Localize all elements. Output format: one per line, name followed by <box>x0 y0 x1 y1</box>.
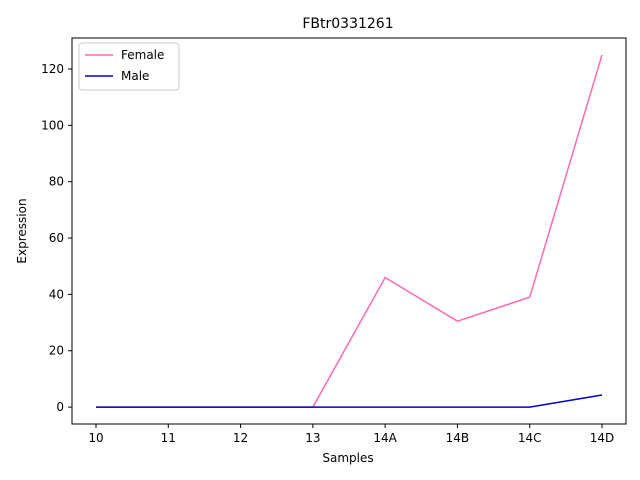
y-tick-label: 120 <box>41 62 64 76</box>
x-tick-label: 14A <box>373 431 397 445</box>
y-tick-label: 40 <box>49 287 64 301</box>
y-tick-label: 20 <box>49 344 64 358</box>
x-tick-label: 14D <box>590 431 615 445</box>
x-tick-label: 11 <box>161 431 176 445</box>
y-axis-label: Expression <box>15 198 29 263</box>
legend-label-female: Female <box>121 48 164 62</box>
x-axis-label: Samples <box>322 451 373 465</box>
x-tick-label: 13 <box>305 431 320 445</box>
series-line-male <box>96 394 603 408</box>
x-tick-label: 14C <box>518 431 542 445</box>
axes-frame <box>71 37 627 425</box>
x-tick-label: 14B <box>446 431 470 445</box>
x-tick-label: 10 <box>88 431 103 445</box>
plot-area: 10 11 12 13 14A 14B 14C 14D 0 20 40 60 80 100 120 <box>41 54 615 445</box>
x-tick-label: 12 <box>233 431 248 445</box>
y-tick-label: 60 <box>49 231 64 245</box>
legend-label-male: Male <box>121 69 149 83</box>
chart-title: FBtr0331261 <box>302 16 393 32</box>
y-tick-label: 100 <box>41 118 64 132</box>
legend: Female Male <box>78 42 180 91</box>
y-tick-label: 0 <box>56 400 64 414</box>
y-tick-label: 80 <box>49 175 64 189</box>
